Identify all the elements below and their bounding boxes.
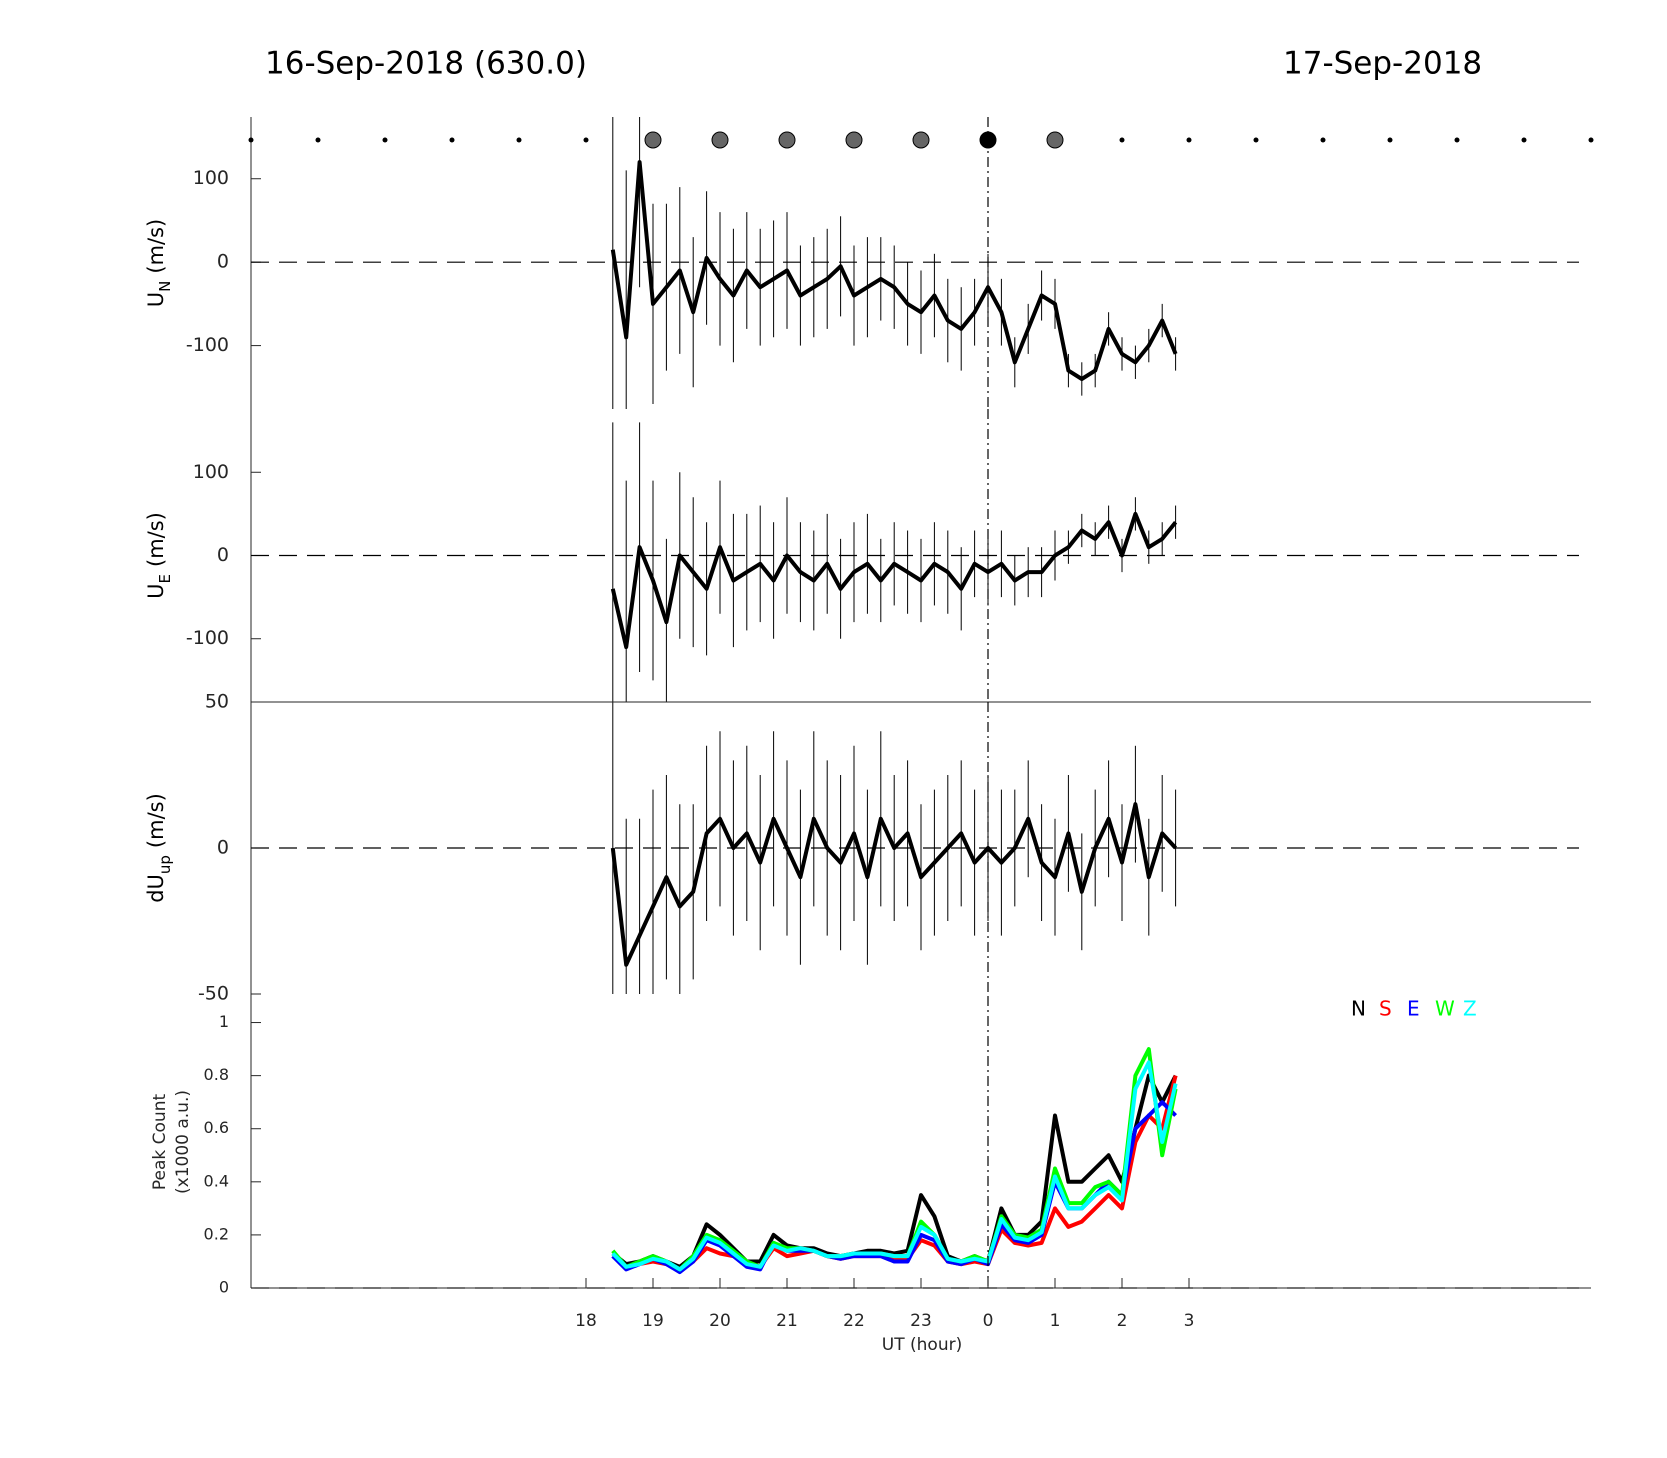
x-tick-label: 0 bbox=[983, 1311, 994, 1331]
data-line bbox=[610, 511, 1178, 650]
x-tick-label: 19 bbox=[642, 1311, 664, 1331]
y-tick-label: 0.2 bbox=[204, 1224, 229, 1243]
status-marker bbox=[248, 137, 254, 143]
status-marker bbox=[1119, 137, 1125, 143]
status-marker bbox=[912, 131, 930, 149]
data-line bbox=[611, 1047, 1178, 1272]
status-marker bbox=[711, 131, 729, 149]
y-tick-label: 0 bbox=[217, 837, 229, 859]
plot-area bbox=[610, 422, 1178, 702]
data-line bbox=[610, 160, 1178, 381]
label-sub: up bbox=[156, 855, 174, 874]
y-tick-label: 0.8 bbox=[204, 1065, 229, 1084]
x-tick-label: 21 bbox=[776, 1311, 798, 1331]
y-tick-label: 0.4 bbox=[204, 1171, 229, 1190]
plot-area bbox=[611, 1047, 1178, 1275]
status-marker bbox=[583, 137, 589, 143]
label-unit: (m/s) bbox=[144, 793, 168, 848]
y-tick-label: 1 bbox=[219, 1012, 229, 1031]
legend-entry: N bbox=[1351, 997, 1366, 1021]
x-tick-label: 22 bbox=[843, 1311, 865, 1331]
status-marker bbox=[1046, 131, 1064, 149]
status-marker bbox=[845, 131, 863, 149]
y-axis-label: UE (m/s) bbox=[144, 512, 174, 599]
label-main: dU bbox=[144, 874, 168, 903]
data-line bbox=[611, 1060, 1178, 1272]
status-marker bbox=[1521, 137, 1527, 143]
status-marker bbox=[1253, 137, 1259, 143]
status-marker bbox=[382, 137, 388, 143]
status-marker bbox=[1454, 137, 1460, 143]
legend-entry: W bbox=[1435, 997, 1455, 1021]
y-axis-label: UN (m/s) bbox=[144, 219, 174, 307]
legend-entry: S bbox=[1379, 997, 1392, 1021]
data-line bbox=[611, 1075, 1178, 1272]
label-unit: (m/s) bbox=[144, 219, 168, 274]
x-tick-label: 2 bbox=[1117, 1311, 1128, 1331]
data-line bbox=[610, 802, 1178, 967]
status-marker bbox=[778, 131, 796, 149]
x-axis-label: UT (hour) bbox=[882, 1335, 962, 1355]
y-tick-label: 0 bbox=[219, 1278, 229, 1297]
x-tick-label: 23 bbox=[910, 1311, 932, 1331]
legend-entry: E bbox=[1407, 997, 1420, 1021]
y-tick-label: 100 bbox=[193, 461, 229, 483]
y-tick-label: 50 bbox=[205, 691, 229, 713]
status-marker bbox=[516, 137, 522, 143]
header-right: 17-Sep-2018 bbox=[1283, 46, 1482, 82]
x-tick-label: 18 bbox=[575, 1311, 597, 1331]
status-marker bbox=[1588, 137, 1594, 143]
label-sub: N bbox=[156, 281, 174, 292]
y-tick-label: -100 bbox=[186, 334, 229, 356]
header-left: 16-Sep-2018 (630.0) bbox=[265, 46, 587, 82]
y-tick-label: 0 bbox=[217, 251, 229, 273]
status-marker bbox=[1186, 137, 1192, 143]
x-tick-label: 20 bbox=[709, 1311, 731, 1331]
y-tick-label: 100 bbox=[193, 167, 229, 189]
y-tick-label: -50 bbox=[198, 983, 229, 1005]
label-main: U bbox=[144, 292, 168, 307]
legend-entry: Z bbox=[1463, 997, 1477, 1021]
label-unit: (m/s) bbox=[144, 512, 168, 567]
y-tick-label: -100 bbox=[186, 627, 229, 649]
status-marker bbox=[449, 137, 455, 143]
status-marker bbox=[1387, 137, 1393, 143]
data-line bbox=[611, 1073, 1178, 1269]
plot-area bbox=[610, 117, 1178, 409]
status-marker bbox=[315, 137, 321, 143]
status-marker bbox=[1320, 137, 1326, 143]
label-sub: E bbox=[156, 574, 174, 583]
y-axis-label: dUup (m/s) bbox=[144, 793, 174, 903]
y-axis-label: (x1000 a.u.) bbox=[173, 1090, 193, 1194]
x-tick-label: 1 bbox=[1050, 1311, 1061, 1331]
label-main: U bbox=[144, 583, 168, 598]
plot-area bbox=[610, 702, 1178, 994]
y-tick-label: 0.6 bbox=[204, 1118, 229, 1137]
status-marker bbox=[644, 131, 662, 149]
y-axis-label: Peak Count bbox=[150, 1094, 170, 1191]
x-tick-label: 3 bbox=[1184, 1311, 1195, 1331]
y-tick-label: 0 bbox=[217, 544, 229, 566]
